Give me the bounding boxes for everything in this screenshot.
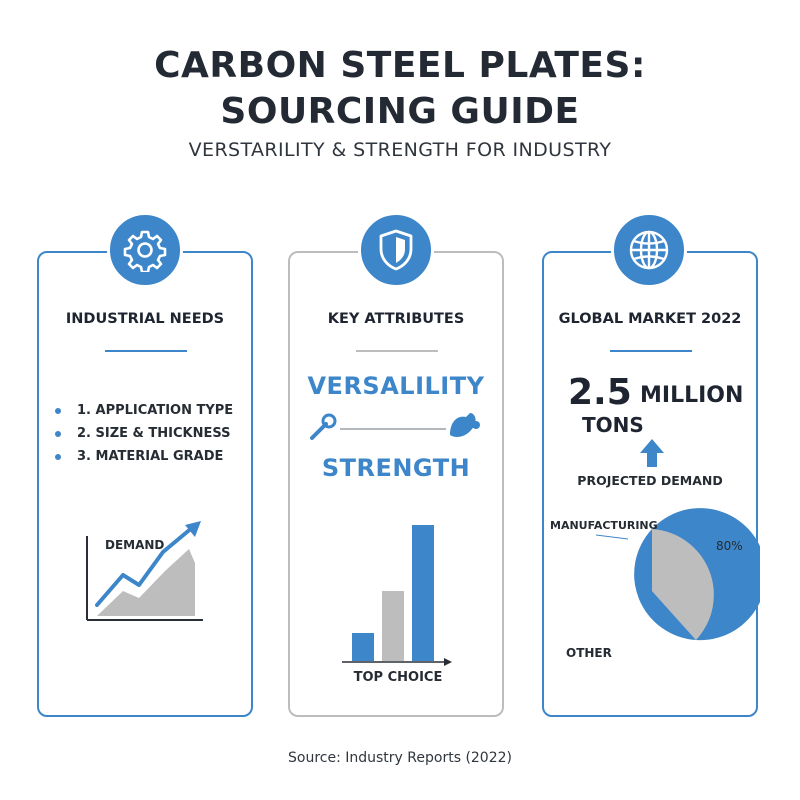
bullet-icon	[55, 408, 61, 414]
bar-1	[352, 633, 374, 661]
industrial-needs-card: INDUSTRIAL NEEDS 1. APPLICATION TYPE 2. …	[37, 251, 253, 717]
projected-demand-label: PROJECTED DEMAND	[577, 473, 723, 488]
card-divider	[356, 350, 438, 352]
list-item: 3. MATERIAL GRADE	[55, 445, 245, 468]
bar-2	[382, 591, 404, 661]
card-title-key-attributes: KEY ATTRIBUTES	[327, 311, 465, 327]
gear-icon	[123, 230, 167, 272]
attribute-strength: STRENGTH	[321, 454, 471, 482]
key-attributes-graphics: TOP CHOICE	[310, 413, 480, 685]
shield-badge	[358, 212, 434, 288]
page-title-line2: SOURCING GUIDE	[220, 91, 580, 132]
need-item-label: 2. SIZE & THICKNESS	[77, 426, 231, 441]
gear-badge	[107, 212, 183, 288]
list-item: 2. SIZE & THICKNESS	[55, 422, 245, 445]
globe-badge	[611, 212, 687, 288]
source-note: Source: Industry Reports (2022)	[288, 750, 512, 766]
pie-leader-line	[595, 534, 629, 540]
pie-label-percent: 80%	[716, 539, 743, 553]
flexed-arm-icon	[450, 413, 480, 437]
shield-icon	[379, 229, 413, 271]
market-pie-chart	[634, 508, 760, 641]
page-title-line1: CARBON STEEL PLATES:	[154, 45, 646, 86]
need-item-label: 3. MATERIAL GRADE	[77, 449, 224, 464]
pie-label-other: OTHER	[566, 646, 612, 660]
bullet-icon	[55, 431, 61, 437]
pie-slice-other	[634, 529, 696, 640]
card-title-global-market: GLOBAL MARKET 2022	[558, 311, 742, 327]
pie-slice-remainder	[652, 529, 714, 640]
global-market-card: GLOBAL MARKET 2022 2.5 MILLION TONS PROJ…	[542, 251, 760, 717]
trend-arrow-icon	[185, 521, 201, 537]
demand-chart-label: DEMAND	[105, 538, 164, 552]
market-value: 2.5	[568, 372, 632, 413]
axis-arrow-icon	[444, 658, 452, 666]
card-title-industrial-needs: INDUSTRIAL NEEDS	[65, 311, 225, 327]
card-divider	[610, 350, 692, 352]
need-item-label: 1. APPLICATION TYPE	[77, 403, 234, 418]
market-graphics: MANUFACTURING 80% OTHER	[550, 439, 760, 660]
needs-list: 1. APPLICATION TYPE 2. SIZE & THICKNESS …	[55, 399, 245, 468]
globe-icon	[629, 230, 669, 270]
attribute-versatility: VERSALILITY	[307, 372, 485, 400]
demand-area	[97, 549, 195, 616]
demand-trend-line	[95, 525, 195, 607]
up-arrow-icon	[640, 439, 664, 467]
market-unit-line1: MILLION	[640, 383, 744, 408]
bar-3	[412, 525, 434, 661]
market-unit-line2: TONS	[582, 413, 644, 437]
list-item: 1. APPLICATION TYPE	[55, 399, 245, 422]
pie-label-manufacturing: MANUFACTURING	[550, 519, 658, 532]
wrench-icon	[310, 413, 337, 440]
bullet-icon	[55, 454, 61, 460]
key-attributes-card: KEY ATTRIBUTES VERSALILITY STRENGTH TOP …	[288, 251, 504, 717]
card-divider	[105, 350, 187, 352]
bar-chart-label: TOP CHOICE	[354, 670, 443, 685]
demand-chart: DEMAND	[86, 521, 203, 621]
page-subtitle: VERSTARILITY & STRENGTH FOR INDUSTRY	[188, 139, 612, 161]
